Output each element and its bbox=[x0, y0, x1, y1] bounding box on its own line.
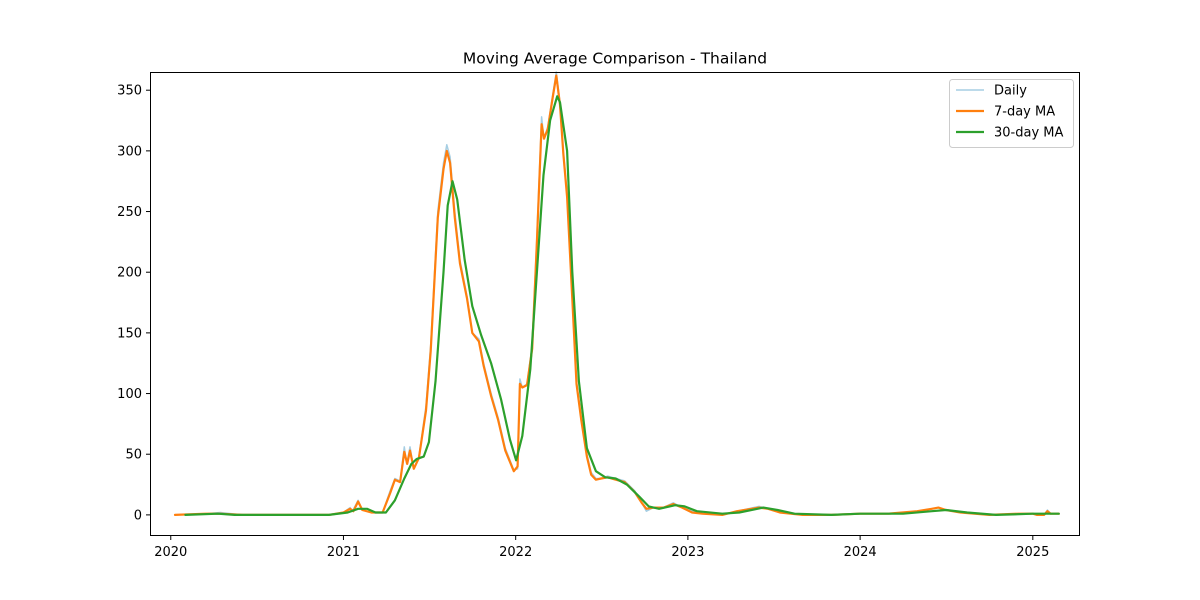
legend: Daily 7-day MA 30-day MA bbox=[949, 79, 1074, 148]
plot-frame bbox=[150, 72, 1080, 536]
y-axis: 0 50 100 150 200 250 300 350 bbox=[117, 84, 150, 523]
legend-label: Daily bbox=[994, 84, 1027, 99]
x-tick-label: 2022 bbox=[499, 545, 532, 560]
y-tick-label: 0 bbox=[134, 508, 142, 523]
y-tick-label: 250 bbox=[117, 205, 142, 220]
y-tick-label: 300 bbox=[117, 144, 142, 159]
x-tick-label: 2023 bbox=[671, 545, 704, 560]
y-tick-label: 150 bbox=[117, 326, 142, 341]
x-tick-label: 2020 bbox=[154, 545, 187, 560]
x-axis: 2020 2021 2022 2023 2024 2025 bbox=[154, 536, 1049, 560]
legend-box bbox=[949, 79, 1074, 148]
legend-label: 30-day MA bbox=[994, 126, 1063, 141]
series-line-30-day-ma bbox=[184, 95, 1060, 517]
y-tick-label: 50 bbox=[125, 448, 142, 463]
x-tick-label: 2021 bbox=[327, 545, 360, 560]
x-tick-label: 2024 bbox=[844, 545, 877, 560]
series-layer bbox=[173, 71, 1060, 517]
legend-label: 7-day MA bbox=[994, 105, 1055, 120]
y-tick-label: 200 bbox=[117, 266, 142, 281]
y-tick-label: 100 bbox=[117, 387, 142, 402]
y-tick-label: 350 bbox=[117, 84, 142, 99]
x-tick-label: 2025 bbox=[1016, 545, 1049, 560]
chart-title: Moving Average Comparison - Thailand bbox=[463, 50, 767, 68]
